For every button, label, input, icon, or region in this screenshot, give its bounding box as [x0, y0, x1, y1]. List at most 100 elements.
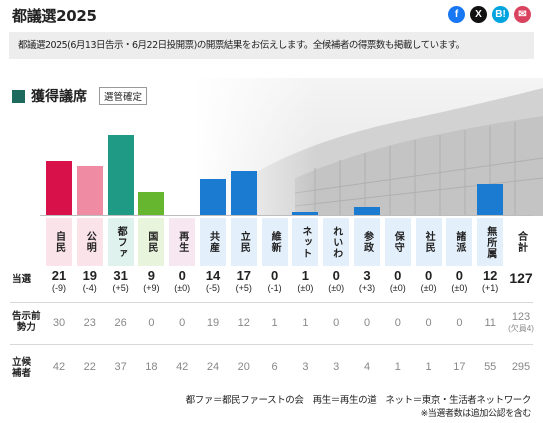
notice-banner: 都議選2025(6月13日告示・6月22日投開票)の開票結果をお伝えします。全候… — [9, 32, 534, 59]
elected-value: 1 — [301, 268, 309, 283]
prev-seats: 30 — [52, 317, 66, 329]
candidate-count: 42 — [52, 361, 66, 373]
status-badge: 選管確定 — [99, 87, 148, 105]
elected-value: 0 — [270, 268, 279, 283]
elected-value: 0 — [455, 268, 463, 283]
party-label: 無所属 — [477, 218, 504, 266]
row-divider — [10, 344, 533, 345]
share-buttons: f X B! ✉ — [448, 6, 531, 23]
elected-count: 9 (+9) — [137, 269, 165, 294]
elected-diff: (-5) — [206, 283, 220, 293]
prev-seats: 0 — [333, 317, 340, 329]
seat-bar-chart — [46, 135, 504, 215]
total-prev-value: 123 — [511, 311, 531, 323]
elected-value: 31 — [113, 268, 128, 283]
total-elected: 127 — [507, 271, 535, 285]
candidate-count: 3 — [333, 361, 340, 373]
building-background-image — [195, 78, 543, 216]
total-label: 合計 — [508, 218, 534, 266]
elected-count: 0 (±0) — [415, 269, 443, 294]
elected-diff: (±0) — [328, 283, 345, 293]
x-share-button[interactable]: X — [470, 6, 487, 23]
elected-count: 3 (+3) — [353, 269, 381, 294]
prev-seats: 11 — [484, 317, 496, 329]
legend-text: 都ファ＝都民ファーストの会 再生＝再生の道 ネット＝東京・生活者ネットワーク — [185, 395, 532, 406]
elected-diff: (-1) — [267, 283, 282, 293]
party-label: 立民 — [230, 218, 257, 266]
elected-diff: (+1) — [482, 283, 499, 293]
prev-seats: 12 — [237, 317, 250, 329]
candidate-count: 24 — [206, 361, 220, 373]
party-label: 共産 — [200, 218, 226, 266]
seat-bar — [230, 171, 257, 215]
elected-count: 14 (-5) — [199, 269, 227, 294]
elected-count: 0 (±0) — [384, 269, 412, 294]
elected-value: 0 — [424, 268, 433, 283]
candidate-count: 42 — [176, 361, 189, 373]
party-label: 社民 — [415, 218, 442, 266]
hatena-share-button[interactable]: B! — [492, 6, 509, 23]
party-label: 自民 — [46, 218, 72, 266]
facebook-share-button[interactable]: f — [448, 6, 465, 23]
party-label: 維新 — [261, 218, 288, 266]
elected-diff: (+9) — [143, 283, 160, 293]
seat-bar — [138, 191, 165, 215]
elected-count: 0 (-1) — [261, 269, 289, 294]
elected-value: 21 — [51, 268, 67, 283]
party-label: ネット — [292, 218, 319, 266]
elected-diff: (-9) — [52, 283, 66, 293]
candidate-count: 20 — [237, 361, 250, 373]
elected-value: 0 — [178, 268, 186, 283]
elected-value: 19 — [82, 268, 98, 283]
elected-count: 31 (+5) — [107, 269, 135, 294]
candidate-count: 1 — [394, 361, 401, 373]
mail-share-button[interactable]: ✉ — [514, 6, 531, 23]
candidate-count: 6 — [271, 361, 278, 373]
elected-value: 12 — [482, 268, 498, 283]
seat-bar — [107, 135, 134, 215]
elected-value: 17 — [236, 268, 252, 283]
party-label: 再生 — [169, 218, 196, 266]
row-label-prev: 告示前 勢力 — [12, 311, 41, 333]
elected-count: 0 (±0) — [322, 269, 350, 294]
elected-value: 3 — [363, 268, 371, 283]
prev-seats: 1 — [302, 317, 309, 329]
prev-seats: 23 — [83, 317, 96, 329]
elected-value: 14 — [205, 268, 221, 283]
row-label-elected: 当選 — [12, 274, 32, 285]
elected-diff: (-4) — [82, 283, 97, 293]
elected-value: 0 — [394, 268, 402, 283]
candidate-count: 4 — [363, 361, 371, 373]
prev-seats: 0 — [456, 317, 463, 329]
elected-diff: (±0) — [297, 283, 314, 293]
prev-seats: 1 — [271, 317, 278, 329]
elected-diff: (+3) — [358, 283, 376, 293]
elected-diff: (±0) — [420, 283, 437, 293]
candidate-count: 1 — [425, 361, 432, 373]
seat-bar — [200, 178, 226, 215]
total-candidates: 295 — [511, 361, 531, 373]
row-label-candidates: 立候 補者 — [12, 357, 32, 379]
elected-value: 0 — [332, 268, 340, 283]
party-label: 諸派 — [446, 218, 473, 266]
elected-count: 19 (-4) — [76, 269, 104, 294]
prev-seats: 0 — [394, 317, 401, 329]
prev-seats: 0 — [179, 317, 186, 329]
prev-seats: 0 — [148, 317, 155, 329]
section-marker-icon — [12, 89, 25, 103]
prev-seats: 26 — [114, 317, 127, 329]
row-divider — [10, 302, 533, 303]
prev-seats: 0 — [363, 317, 371, 329]
candidate-count: 37 — [114, 361, 127, 373]
party-label: 公明 — [76, 218, 103, 266]
party-label: 国民 — [138, 218, 165, 266]
chart-baseline — [40, 215, 533, 216]
seat-bar — [76, 165, 103, 215]
elected-diff: (±0) — [451, 283, 468, 293]
party-label: 保守 — [384, 218, 411, 266]
seat-bar — [292, 212, 319, 215]
elected-count: 1 (±0) — [291, 269, 319, 294]
candidate-count: 17 — [453, 361, 466, 373]
elected-diff: (+5) — [235, 283, 252, 293]
total-elected-value: 127 — [509, 270, 533, 286]
